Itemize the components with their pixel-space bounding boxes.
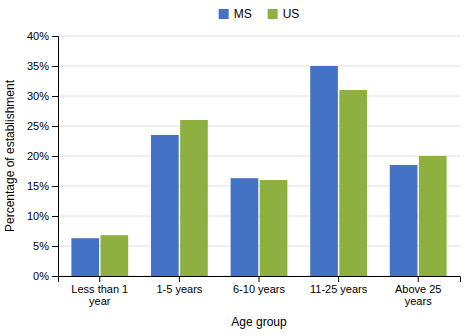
bar xyxy=(151,135,179,276)
legend-label: MS xyxy=(234,7,252,21)
tick: 1-5 years xyxy=(156,276,202,295)
legend-swatch xyxy=(219,9,229,19)
tick-label: 25% xyxy=(27,120,49,132)
x-axis-title: Age group xyxy=(231,315,287,329)
grid-line xyxy=(58,126,460,127)
tick-mark xyxy=(52,156,58,157)
legend-item: MS xyxy=(219,7,252,21)
tick: 30% xyxy=(27,90,58,102)
tick-mark xyxy=(52,66,58,67)
tick: 5% xyxy=(33,240,58,252)
bar xyxy=(101,235,129,276)
legend-label: US xyxy=(283,7,300,21)
grid-line xyxy=(58,156,460,157)
tick: 20% xyxy=(27,150,58,162)
tick: 10% xyxy=(27,210,58,222)
bar xyxy=(310,66,338,276)
tick-mark xyxy=(52,216,58,217)
tick-label: 1-5 years xyxy=(156,283,202,295)
bar xyxy=(231,178,259,276)
series xyxy=(71,66,417,276)
bar xyxy=(390,165,418,276)
tick-label: 0% xyxy=(33,270,49,282)
axis-line xyxy=(59,277,461,283)
tick-label: 5% xyxy=(33,240,49,252)
tick-mark xyxy=(418,276,419,282)
grid xyxy=(58,36,460,276)
tick-label: 20% xyxy=(27,150,49,162)
tick: Less than 1year xyxy=(71,276,128,307)
tick-mark xyxy=(179,276,180,282)
tick-mark xyxy=(52,186,58,187)
tick-label: 10% xyxy=(27,210,49,222)
legend: MS US xyxy=(219,7,300,21)
grid-line xyxy=(58,96,460,97)
tick-label: 30% xyxy=(27,90,49,102)
tick: 15% xyxy=(27,180,58,192)
tick-mark xyxy=(338,276,339,282)
tick: 0% xyxy=(33,270,58,282)
tick-label: 40% xyxy=(27,30,49,42)
tick-mark xyxy=(52,36,58,37)
tick-mark xyxy=(52,276,58,277)
x-axis: Less than 1year 1-5 years 6-10 years 11-25 … xyxy=(59,276,461,307)
tick-label: 6-10 years xyxy=(233,283,285,295)
y-axis-title: Percentage of establishment xyxy=(3,79,17,232)
tick: 11-25 years xyxy=(310,276,368,295)
bar xyxy=(71,238,99,276)
tick-label: Above 25years xyxy=(395,283,441,308)
tick-label: 35% xyxy=(27,60,49,72)
tick: 35% xyxy=(27,60,58,72)
plot: 0% 5% 10% 15% 20% 25% 30% 35% 40% Less than 1year… xyxy=(27,30,461,307)
y-axis: 0% 5% 10% 15% 20% 25% 30% 35% 40% xyxy=(27,30,59,282)
series xyxy=(101,90,447,276)
tick: 6-10 years xyxy=(233,276,285,295)
bar xyxy=(339,90,367,276)
grid-line xyxy=(58,36,460,37)
tick-mark xyxy=(259,276,260,282)
tick: Above 25years xyxy=(395,276,441,307)
tick: 40% xyxy=(27,30,58,42)
axis-line xyxy=(52,37,59,277)
bar xyxy=(419,156,447,276)
bar xyxy=(260,180,288,276)
tick-mark xyxy=(52,126,58,127)
tick-mark xyxy=(52,246,58,247)
tick-mark xyxy=(52,96,58,97)
tick: 25% xyxy=(27,120,58,132)
tick-label: 15% xyxy=(27,180,49,192)
chart: 0% 5% 10% 15% 20% 25% 30% 35% 40% Less than 1year… xyxy=(0,0,474,336)
grid-line xyxy=(58,66,460,67)
bar xyxy=(180,120,208,276)
legend-item: US xyxy=(268,7,300,21)
bars xyxy=(71,66,446,276)
tick-label: Less than 1year xyxy=(71,283,128,308)
legend-swatch xyxy=(268,9,278,19)
tick-mark xyxy=(99,276,100,282)
tick-label: 11-25 years xyxy=(310,283,368,295)
